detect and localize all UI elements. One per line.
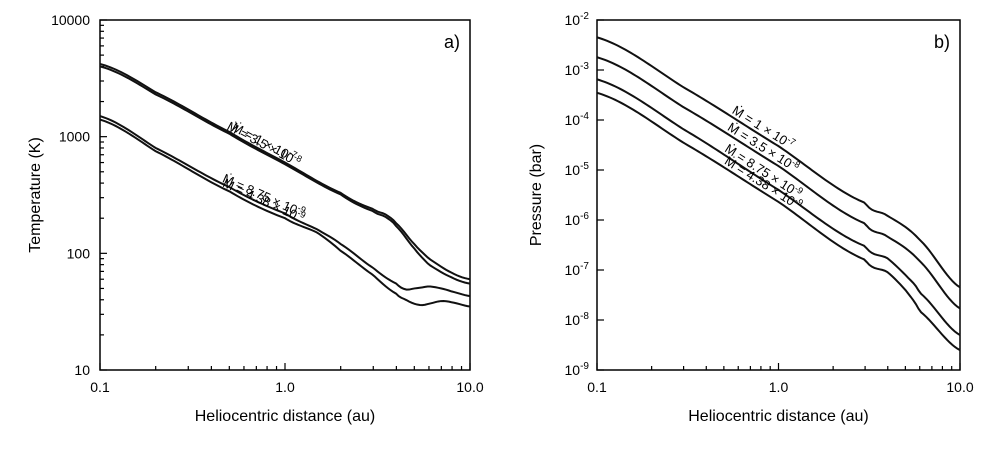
y-tick-label: 10000 bbox=[51, 12, 90, 28]
x-tick-label: 1.0 bbox=[275, 379, 295, 395]
y-tick-label: 10-3 bbox=[565, 61, 590, 78]
panel-label: b) bbox=[934, 32, 950, 52]
y-tick-label: 10-5 bbox=[565, 161, 590, 178]
x-tick-label: 0.1 bbox=[90, 379, 110, 395]
series-line bbox=[596, 56, 961, 310]
x-axis-title: Heliocentric distance (au) bbox=[688, 408, 869, 425]
series-line bbox=[596, 91, 961, 351]
panel-label: a) bbox=[444, 32, 460, 52]
y-tick-label: 10-7 bbox=[565, 261, 590, 278]
y-axis-title: Pressure (bar) bbox=[528, 144, 545, 246]
series-line bbox=[99, 115, 471, 298]
series-label: Ṁ = 3.5 × 10-8 bbox=[225, 118, 304, 170]
x-tick-label: 10.0 bbox=[946, 379, 973, 395]
series-line bbox=[99, 62, 471, 281]
series-label: Ṁ = 4.38 × 10-9 bbox=[221, 174, 308, 226]
y-axis-title: Temperature (K) bbox=[27, 137, 44, 253]
series-line bbox=[99, 118, 471, 308]
x-axis-title: Heliocentric distance (au) bbox=[195, 408, 376, 425]
pressure-chart: 0.1 1.0 10.0 10-9 10-8 10-7 10-6 10-5 10-4 10-3 10… bbox=[528, 11, 974, 425]
y-tick-label: 10-6 bbox=[565, 211, 590, 228]
x-tick-label: 10.0 bbox=[456, 379, 483, 395]
x-tick-label: 0.1 bbox=[587, 379, 607, 395]
series-line bbox=[596, 78, 961, 336]
x-tick-label: 1.0 bbox=[769, 379, 789, 395]
y-tick-label: 10-2 bbox=[565, 11, 590, 28]
series-line bbox=[596, 36, 961, 289]
temperature-chart: 0.1 1.0 10.0 10 100 1000 10000 Heliocentric dis… bbox=[27, 12, 484, 425]
y-tick-label: 10-4 bbox=[565, 111, 590, 128]
y-tick-label: 1000 bbox=[59, 129, 90, 145]
plot-frame bbox=[99, 19, 471, 371]
y-tick-label: 10-8 bbox=[565, 311, 590, 328]
y-tick-label: 10 bbox=[74, 362, 90, 378]
series-line bbox=[99, 65, 471, 285]
y-tick-label: 100 bbox=[67, 245, 91, 261]
y-tick-label: 10-9 bbox=[565, 361, 590, 378]
